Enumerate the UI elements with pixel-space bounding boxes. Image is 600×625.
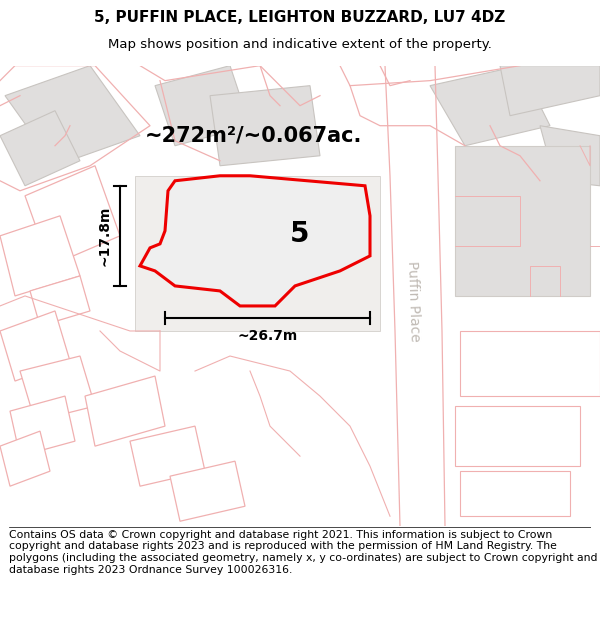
Polygon shape bbox=[430, 66, 550, 146]
Polygon shape bbox=[0, 216, 80, 296]
Polygon shape bbox=[25, 166, 120, 266]
Polygon shape bbox=[85, 376, 165, 446]
Polygon shape bbox=[0, 111, 80, 186]
Text: Puffin Place: Puffin Place bbox=[404, 260, 421, 342]
Polygon shape bbox=[500, 66, 600, 116]
Polygon shape bbox=[455, 406, 580, 466]
Polygon shape bbox=[130, 426, 205, 486]
Text: Contains OS data © Crown copyright and database right 2021. This information is : Contains OS data © Crown copyright and d… bbox=[9, 530, 598, 574]
Polygon shape bbox=[135, 176, 380, 331]
Text: ~17.8m: ~17.8m bbox=[97, 206, 111, 266]
Polygon shape bbox=[155, 66, 250, 146]
Polygon shape bbox=[20, 356, 95, 421]
Polygon shape bbox=[10, 396, 75, 456]
Polygon shape bbox=[140, 176, 370, 306]
Text: ~26.7m: ~26.7m bbox=[238, 329, 298, 343]
Polygon shape bbox=[0, 431, 50, 486]
Polygon shape bbox=[540, 126, 600, 186]
Polygon shape bbox=[210, 86, 320, 166]
Polygon shape bbox=[170, 461, 245, 521]
Text: 5: 5 bbox=[290, 220, 310, 248]
Polygon shape bbox=[0, 311, 70, 381]
Text: Map shows position and indicative extent of the property.: Map shows position and indicative extent… bbox=[108, 38, 492, 51]
Text: ~272m²/~0.067ac.: ~272m²/~0.067ac. bbox=[145, 126, 362, 146]
Text: 5, PUFFIN PLACE, LEIGHTON BUZZARD, LU7 4DZ: 5, PUFFIN PLACE, LEIGHTON BUZZARD, LU7 4… bbox=[94, 10, 506, 25]
Polygon shape bbox=[455, 146, 590, 296]
Polygon shape bbox=[30, 276, 90, 326]
Polygon shape bbox=[460, 471, 570, 516]
Polygon shape bbox=[195, 186, 340, 256]
Polygon shape bbox=[460, 331, 600, 396]
Polygon shape bbox=[5, 66, 140, 166]
